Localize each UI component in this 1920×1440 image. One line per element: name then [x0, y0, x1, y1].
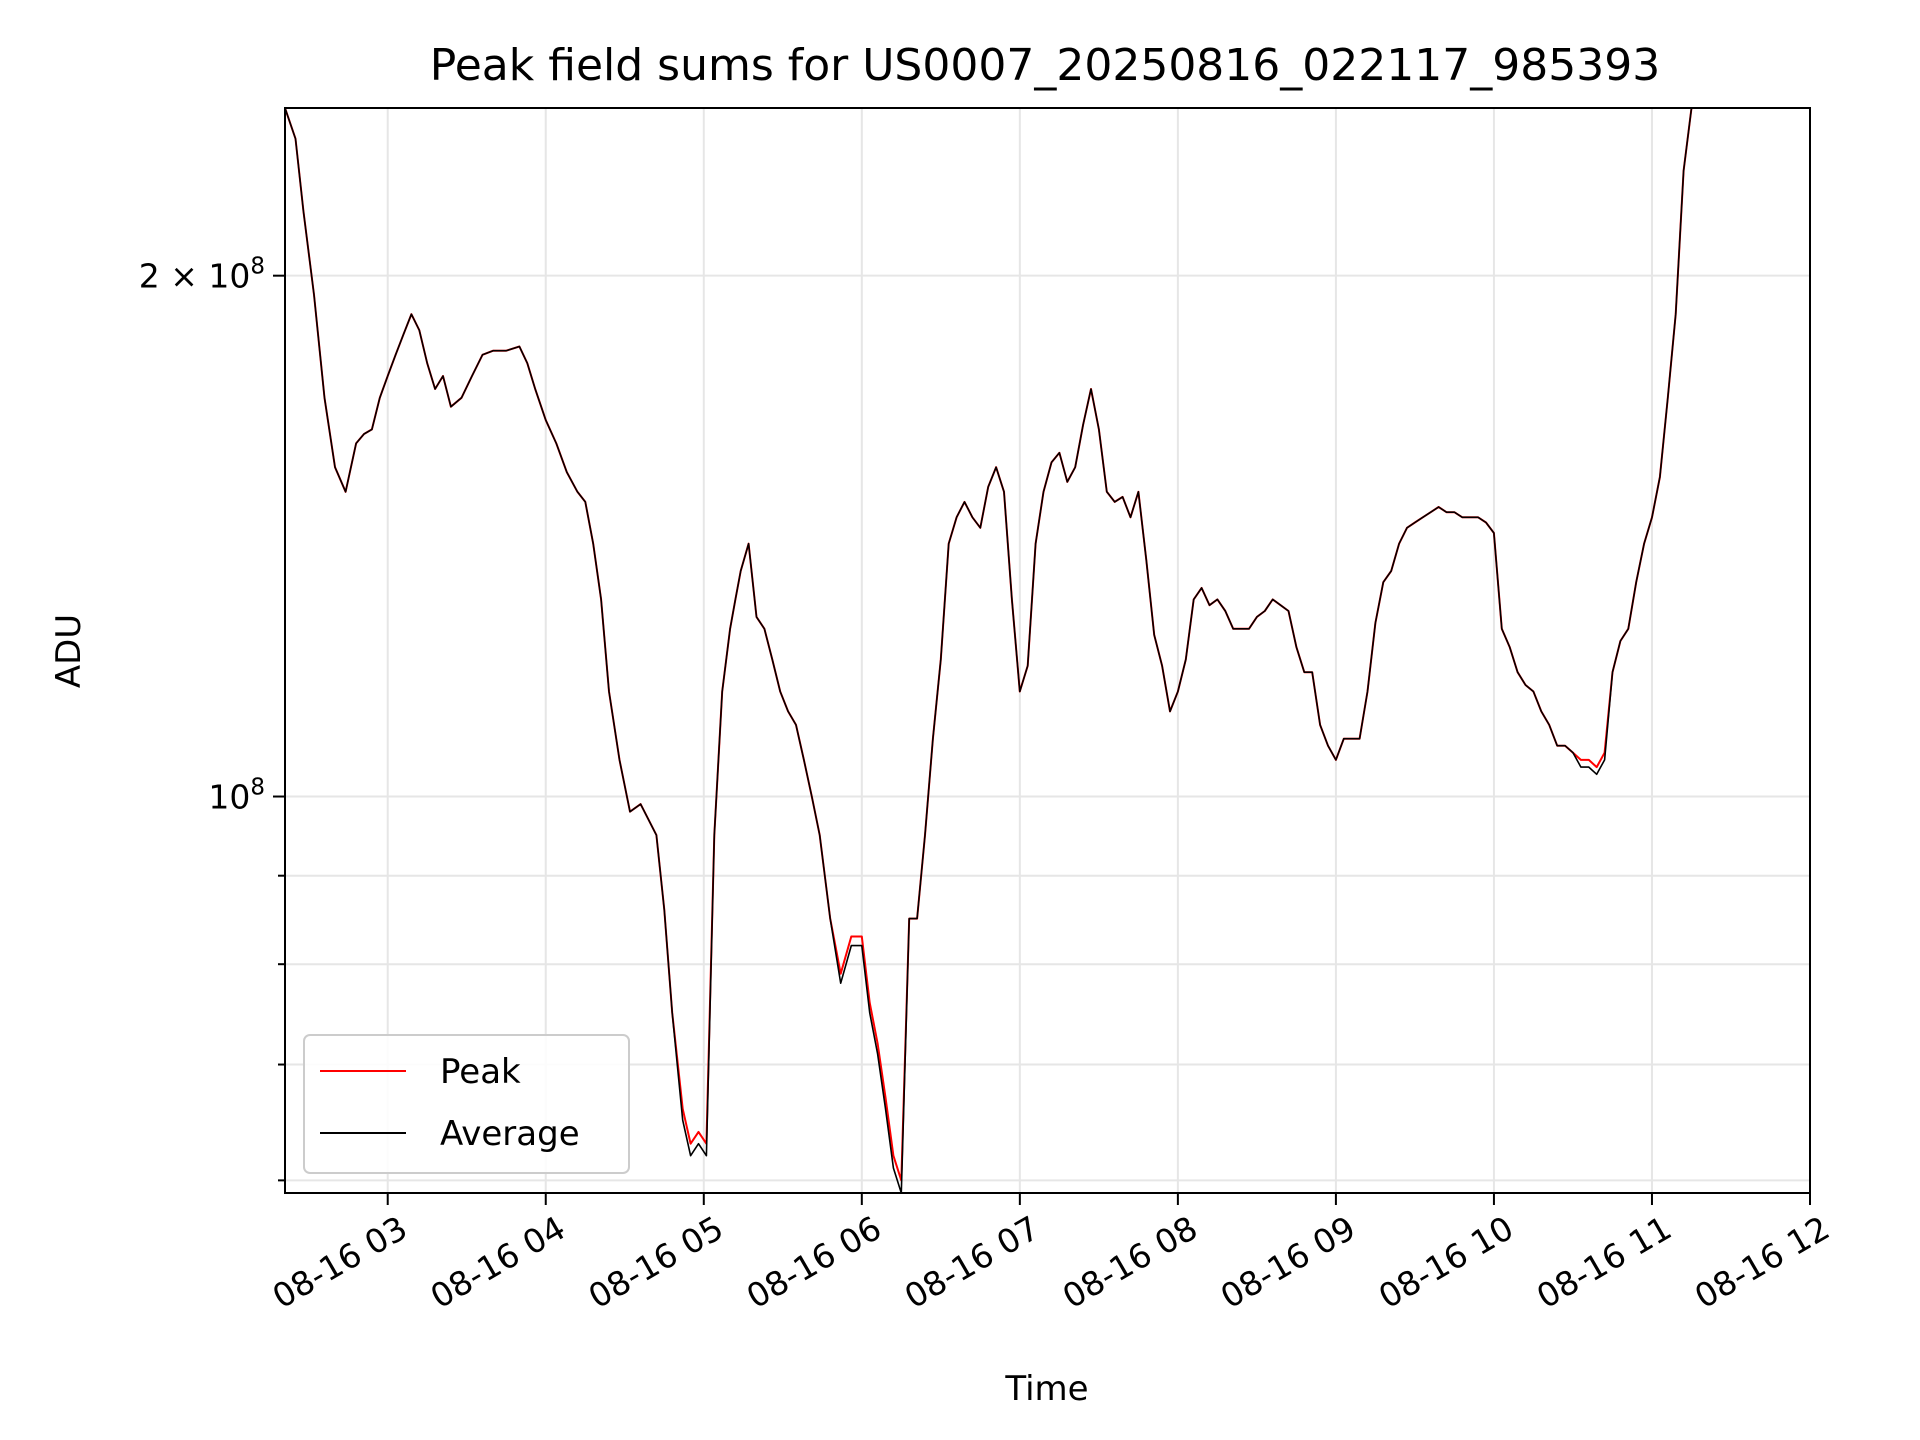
x-tick-label: 08-16 11	[1530, 1208, 1678, 1316]
x-tick-label: 08-16 04	[424, 1208, 572, 1316]
y-tick-label: 2 × 108	[139, 254, 265, 296]
x-tick-label: 08-16 12	[1688, 1208, 1836, 1316]
x-tick-label: 08-16 06	[740, 1208, 888, 1316]
legend-label-peak: Peak	[440, 1052, 521, 1092]
series-line-average	[285, 108, 1700, 1193]
series-layer	[285, 108, 1700, 1193]
x-tick-label: 08-16 03	[266, 1208, 414, 1316]
y-axis-label: ADU	[49, 614, 89, 688]
plot-frame	[284, 107, 1811, 1194]
legend: Peak Average	[303, 1034, 630, 1174]
x-tick-label: 08-16 09	[1214, 1208, 1362, 1316]
grid	[285, 108, 1811, 1193]
x-axis: 08-16 03 08-16 04 08-16 05 08-16 06 08-16 07…	[266, 1193, 1836, 1316]
chart-title: Peak field sums for US0007_20250816_0221…	[430, 40, 1660, 91]
y-axis: 108 2 × 108	[139, 254, 285, 1182]
x-axis-label: Time	[1004, 1369, 1088, 1409]
legend-box	[303, 1034, 630, 1174]
series-line-peak	[285, 108, 1700, 1182]
y-tick-label: 108	[208, 775, 265, 817]
x-tick-label: 08-16 08	[1056, 1208, 1204, 1316]
x-tick-label: 08-16 05	[582, 1208, 730, 1316]
legend-label-average: Average	[440, 1114, 580, 1154]
x-tick-label: 08-16 10	[1372, 1208, 1520, 1316]
x-tick-label: 08-16 07	[898, 1208, 1046, 1316]
